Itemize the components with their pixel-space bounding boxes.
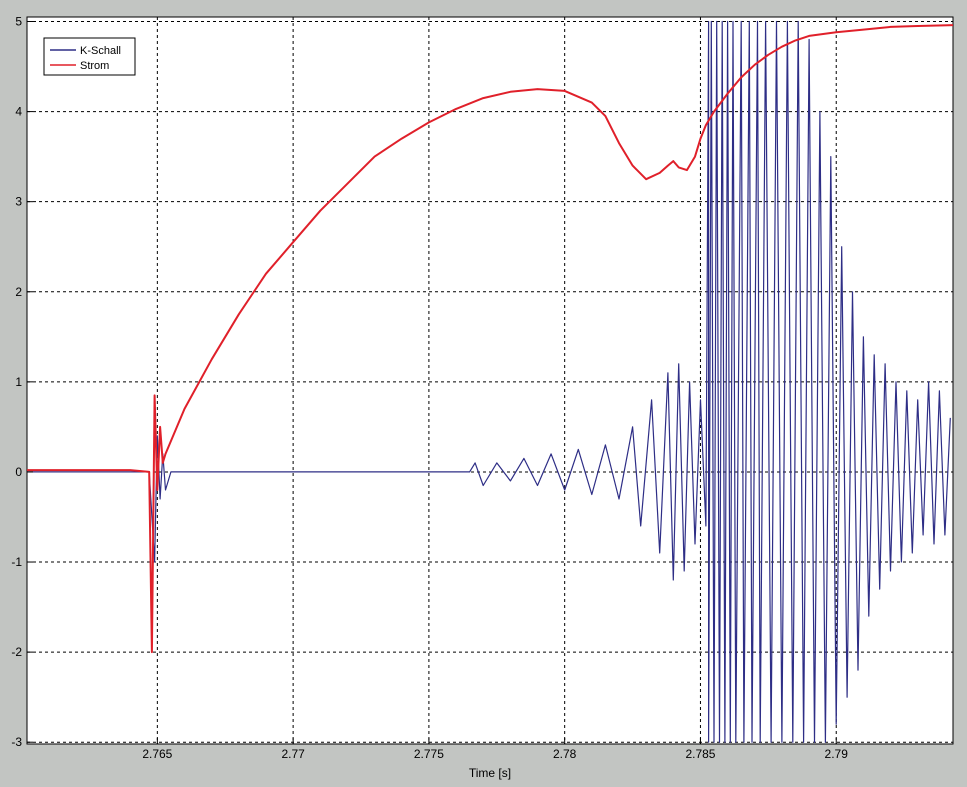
axis-ticks: 2.765 2.77 2.775 2.78 2.785 2.79 -3 -2 -1 0 1 2 3 4 5 [11,15,848,761]
x-tick-label: 2.775 [414,747,444,761]
y-tick-label: -2 [11,645,22,659]
x-tick-label: 2.765 [142,747,172,761]
legend: K-Schall Strom [43,37,136,76]
y-tick-label: 5 [15,15,22,29]
x-tick-label: 2.77 [281,747,305,761]
legend-label-strom: Strom [80,60,109,72]
x-axis-label: Time [s] [469,766,511,780]
series-line-k-schall [27,20,951,743]
legend-label-k-schall: K-Schall [80,45,121,57]
x-tick-label: 2.78 [553,747,577,761]
y-tick-label: -3 [11,735,22,749]
y-tick-label: 4 [15,105,22,119]
y-tick-label: 3 [15,195,22,209]
x-tick-label: 2.79 [825,747,849,761]
y-tick-label: -1 [11,555,22,569]
grid-lines [27,17,953,744]
series-line-strom [27,24,954,654]
legend-box [43,37,136,76]
y-tick-label: 0 [15,465,22,479]
series-layer [27,20,954,743]
x-tick-label: 2.785 [685,747,715,761]
y-tick-label: 1 [15,375,22,389]
y-tick-label: 2 [15,285,22,299]
